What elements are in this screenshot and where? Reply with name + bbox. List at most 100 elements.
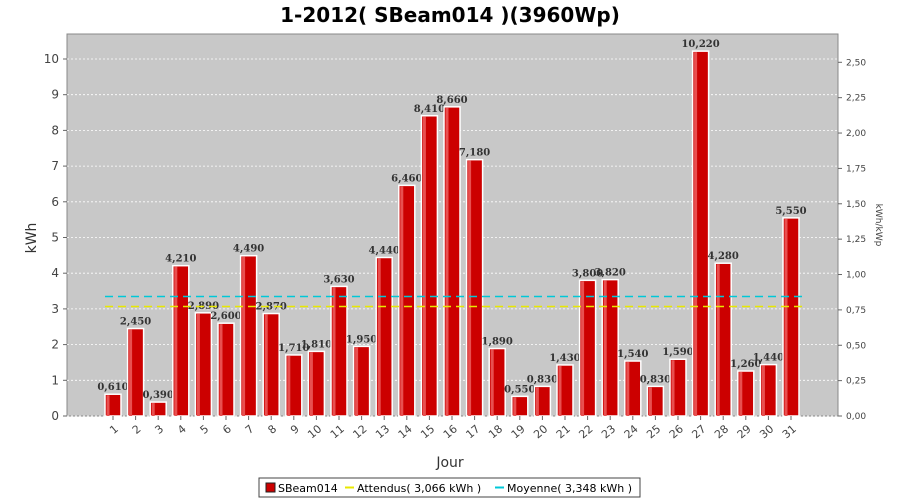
- y-axis-label: kWh: [24, 223, 40, 254]
- y-right-tick-label: 2,50: [846, 58, 866, 68]
- x-tick-label: 18: [486, 422, 505, 441]
- bar-highlight: [513, 397, 517, 416]
- bar-highlight: [648, 387, 652, 416]
- x-tick-label: 1: [107, 422, 121, 436]
- x-tick-label: 25: [644, 422, 663, 441]
- data-label: 4,280: [708, 251, 739, 262]
- x-tick-label: 26: [667, 422, 686, 441]
- bar-highlight: [739, 372, 743, 416]
- data-label: 8,410: [414, 104, 445, 115]
- legend-label: Moyenne( 3,348 kWh ): [507, 482, 632, 495]
- data-label: 6,460: [391, 173, 422, 184]
- y-tick-label: 10: [44, 52, 59, 66]
- x-tick-label: 14: [396, 422, 415, 441]
- data-label: 3,820: [595, 268, 626, 279]
- bar-highlight: [174, 266, 178, 416]
- y-tick-label: 5: [51, 230, 59, 244]
- x-tick-label: 31: [780, 422, 799, 441]
- bar-highlight: [196, 313, 200, 416]
- y-right-tick-label: 0,50: [846, 341, 866, 351]
- bar-highlight: [355, 347, 359, 416]
- data-label: 1,950: [346, 334, 377, 345]
- y-right-tick-label: 1,25: [846, 235, 866, 245]
- bar-highlight: [422, 116, 426, 417]
- data-label: 1,440: [753, 353, 784, 364]
- data-label: 4,210: [165, 254, 196, 265]
- y-tick-label: 3: [51, 302, 59, 316]
- data-label: 3,630: [323, 274, 354, 285]
- data-label: 0,830: [527, 374, 558, 385]
- bar-highlight: [151, 403, 155, 416]
- bar-highlight: [332, 287, 336, 416]
- bar-highlight: [468, 160, 472, 416]
- y-tick-label: 7: [51, 159, 59, 173]
- y-right-tick-label: 2,00: [846, 129, 866, 139]
- legend-box: [258, 477, 641, 498]
- x-tick-label: 22: [576, 422, 595, 441]
- data-label: 0,390: [143, 390, 174, 401]
- x-tick-label: 5: [198, 422, 212, 436]
- x-tick-label: 2: [130, 422, 144, 436]
- y-right-tick-label: 0,25: [846, 377, 866, 387]
- data-label: 7,180: [459, 148, 490, 159]
- data-label: 1,430: [549, 353, 580, 364]
- y-tick-label: 9: [51, 88, 59, 102]
- y-tick-label: 4: [51, 266, 59, 280]
- bar-highlight: [581, 281, 585, 416]
- bar-highlight: [694, 52, 698, 417]
- x-tick-label: 27: [689, 422, 708, 441]
- bar-highlight: [377, 258, 381, 416]
- data-label: 0,830: [640, 374, 671, 385]
- chart-title: 1-2012( SBeam014 )(3960Wp): [280, 3, 620, 27]
- data-label: 10,220: [681, 39, 719, 50]
- x-tick-label: 12: [350, 422, 369, 441]
- x-tick-label: 19: [509, 422, 528, 441]
- data-label: 1,710: [278, 343, 309, 354]
- data-label: 8,660: [436, 95, 467, 106]
- x-tick-label: 9: [288, 422, 302, 436]
- data-label: 0,550: [504, 384, 535, 395]
- bar-highlight: [219, 324, 223, 416]
- legend-label: SBeam014: [278, 482, 338, 495]
- x-tick-label: 13: [373, 422, 392, 441]
- y-right-tick-label: 1,50: [846, 200, 866, 210]
- bar-highlight: [716, 264, 720, 416]
- y-right-tick-label: 1,00: [846, 271, 866, 281]
- bar-highlight: [264, 314, 268, 416]
- x-tick-label: 24: [622, 422, 641, 441]
- x-tick-label: 8: [265, 422, 279, 436]
- bar-highlight: [106, 395, 110, 416]
- legend-swatch-bars: [265, 482, 276, 493]
- data-label: 1,890: [482, 337, 513, 348]
- y-tick-label: 0: [51, 409, 59, 423]
- bar-highlight: [535, 387, 539, 416]
- x-tick-label: 17: [463, 422, 482, 441]
- data-label: 2,600: [210, 311, 241, 322]
- y-tick-label: 2: [51, 338, 59, 352]
- x-tick-label: 28: [712, 422, 731, 441]
- y-tick-label: 6: [51, 195, 59, 209]
- y-right-tick-label: 1,75: [846, 164, 866, 174]
- data-label: 1,810: [301, 339, 332, 350]
- data-label: 1,260: [730, 359, 761, 370]
- y-right-tick-label: 0,00: [846, 412, 866, 422]
- bar-highlight: [603, 280, 607, 416]
- bar-highlight: [242, 256, 246, 416]
- x-tick-label: 23: [599, 422, 618, 441]
- y-tick-label: 1: [51, 373, 59, 387]
- data-label: 2,870: [256, 302, 287, 313]
- x-tick-label: 15: [418, 422, 437, 441]
- bar-highlight: [784, 218, 788, 416]
- legend: SBeam014 Attendus( 3,066 kWh ) Moyenne( 3,…: [258, 477, 641, 498]
- x-tick-label: 29: [735, 422, 754, 441]
- x-tick-label: 20: [531, 422, 550, 441]
- data-label: 3,800: [572, 268, 603, 279]
- y-right-tick-label: 0,75: [846, 306, 866, 316]
- data-label: 1,540: [617, 349, 648, 360]
- data-label: 5,550: [775, 206, 806, 217]
- x-tick-label: 21: [554, 422, 573, 441]
- data-label: 0,610: [97, 382, 128, 393]
- x-tick-label: 11: [328, 422, 347, 441]
- x-tick-label: 3: [152, 422, 166, 436]
